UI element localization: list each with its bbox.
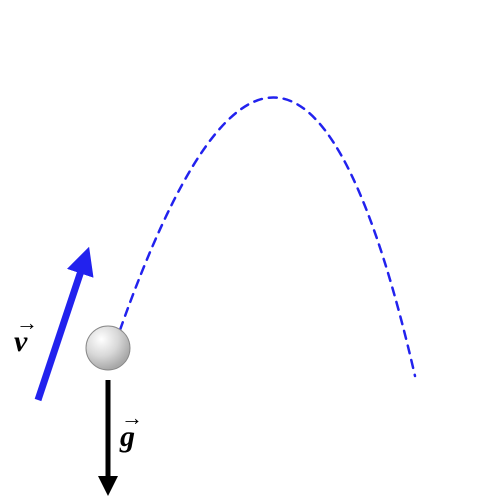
projectile-ball	[86, 326, 130, 370]
gravity-label: → g	[120, 420, 135, 454]
physics-diagram	[0, 0, 500, 503]
velocity-vector	[38, 268, 82, 400]
velocity-label: → v	[14, 325, 27, 359]
trajectory-path	[120, 97, 415, 376]
